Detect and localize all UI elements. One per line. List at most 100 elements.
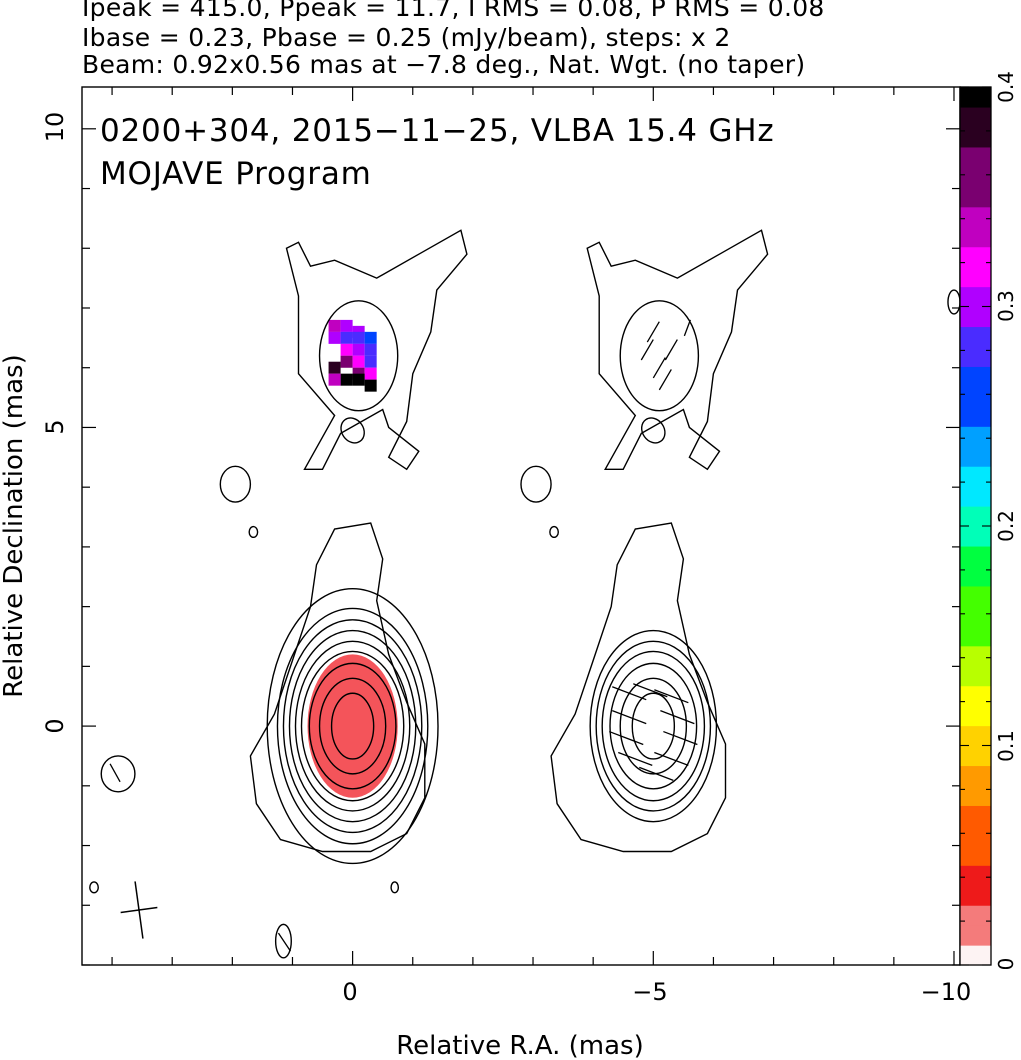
colorbar-segment	[960, 565, 991, 587]
evpa-tick	[683, 319, 691, 337]
pol-pixel	[328, 373, 341, 386]
colorbar-segment	[960, 87, 991, 108]
evpa-tick	[660, 710, 695, 725]
colorbar-segment	[960, 745, 991, 767]
colorbar-segment	[960, 845, 991, 866]
cbar-tick-label-3: 0.3	[994, 290, 1018, 322]
evpa-tick	[646, 321, 660, 343]
evpa-ticks	[109, 319, 698, 952]
pol-pixel	[352, 331, 365, 344]
colorbar-segment	[960, 306, 991, 328]
colorbar-segment	[960, 506, 991, 527]
pol-core-contour	[631, 692, 676, 760]
evpa-tick	[663, 730, 698, 746]
colorbar-segment	[960, 685, 991, 707]
pol-pixel	[328, 319, 341, 332]
isolated-contour-pol	[520, 465, 552, 503]
y-tick-label-2: 10	[41, 112, 69, 143]
core-contour	[276, 607, 429, 845]
pol-pixel	[364, 367, 377, 380]
core-contour	[300, 650, 405, 802]
colorbar-segment	[960, 346, 991, 367]
pol-pixel	[364, 355, 377, 368]
isolated-contour-pol	[549, 525, 559, 539]
colorbar-segment	[960, 386, 991, 407]
isolated-contour	[248, 525, 259, 539]
evpa-tick	[654, 751, 689, 767]
core-contour	[288, 629, 417, 823]
north-jet-blob-contour	[340, 417, 365, 444]
core-contour	[330, 692, 375, 760]
cbar-tick-label-0: 0	[994, 958, 1018, 971]
isolated-contour	[274, 923, 292, 959]
evpa-tick	[609, 730, 644, 746]
pol-core-contour	[589, 629, 718, 823]
pol-pixel	[340, 319, 353, 332]
colorbar-segment	[960, 705, 991, 727]
evpa-tick	[640, 339, 654, 361]
colorbar-segment	[960, 146, 991, 168]
isolated-contour	[100, 755, 136, 793]
colorbar-segment	[960, 625, 991, 647]
core-envelope-contour	[249, 522, 426, 853]
core-contour	[308, 662, 397, 790]
pol-pixel	[340, 373, 353, 386]
evpa-tick	[633, 683, 668, 698]
colorbar-segment	[960, 426, 991, 447]
pol-core-contour	[601, 650, 706, 802]
evpa-tick	[664, 339, 678, 361]
pol-pixel	[340, 343, 353, 356]
colorbar-segment	[960, 645, 991, 667]
pol-core-contour	[619, 677, 688, 775]
pol-pixel	[364, 343, 377, 356]
isolated-contour	[390, 881, 400, 894]
colorbar-segment	[960, 166, 991, 188]
north-jet-inner-contour	[318, 300, 399, 412]
colorbar-segment	[960, 905, 991, 926]
colorbar-segment	[960, 925, 991, 946]
colorbar-segment	[960, 585, 991, 607]
evpa-tick	[654, 689, 689, 704]
pol-pixel	[364, 331, 377, 344]
north-jet-blob-contour	[640, 417, 666, 444]
north-jet-contour-pol	[586, 229, 769, 471]
pol-core-contour	[609, 662, 698, 790]
isolated-contour	[89, 881, 99, 894]
colorbar-segment	[960, 486, 991, 507]
evpa-tick	[639, 766, 674, 781]
x-tick-label-1: −5	[632, 978, 667, 1006]
colorbar-segment	[960, 785, 991, 806]
colorbar-segment	[960, 665, 991, 687]
evpa-tick	[612, 686, 647, 701]
colorbar-segment	[960, 286, 991, 308]
core-envelope-contour-pol	[550, 522, 727, 853]
colorbar-segment	[960, 605, 991, 627]
pol-pixel	[364, 379, 377, 392]
evpa-tick	[658, 369, 672, 391]
north-jet-contour	[285, 229, 468, 471]
x-tick-label-2: −10	[921, 978, 972, 1006]
y-axis-label: Relative Declination (mas)	[0, 354, 29, 697]
pol-pixel	[352, 355, 365, 368]
core-contour	[294, 640, 411, 812]
beam-minor-axis	[120, 906, 158, 914]
evpa-tick	[109, 763, 121, 783]
colorbar-segment	[960, 725, 991, 747]
colorbar-segment	[960, 865, 991, 886]
pol-pixel	[340, 355, 353, 368]
colorbar-segment	[960, 266, 991, 288]
pol-pixel	[352, 343, 365, 356]
colorbar-segment	[960, 246, 991, 268]
colorbar-segment	[960, 186, 991, 208]
evpa-tick	[612, 710, 647, 725]
colorbar-segment	[960, 805, 991, 826]
colorbar-segment	[960, 206, 991, 228]
pol-pixel	[352, 373, 365, 386]
north-jet-inner-contour	[619, 300, 700, 412]
pol-core-contour	[595, 640, 712, 812]
isolated-contour	[947, 289, 961, 315]
colorbar-segment	[960, 765, 991, 787]
colorbar-segment	[960, 406, 991, 427]
colorbar	[959, 86, 992, 966]
